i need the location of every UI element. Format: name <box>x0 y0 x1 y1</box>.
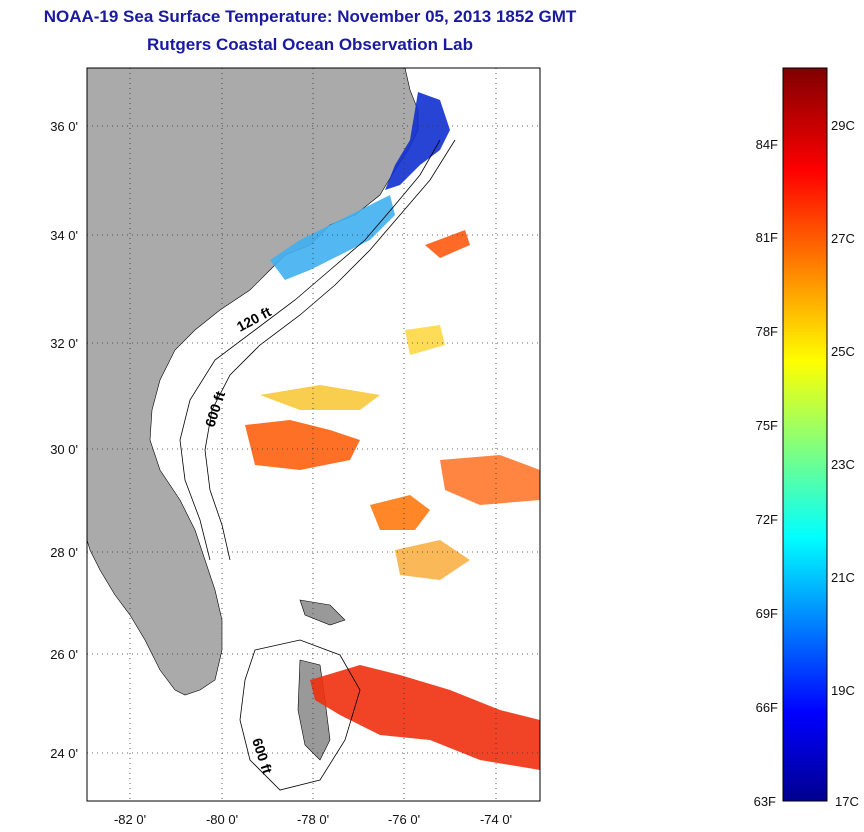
colorbar-label-f: 78F <box>756 324 778 339</box>
land-bahamas-north <box>299 599 346 626</box>
colorbar-label-c: 17C <box>835 794 859 809</box>
sst-warm-patch-2 <box>370 495 430 530</box>
lon-axis: -82 0' -80 0' -78 0' -76 0' -74 0' <box>114 812 512 827</box>
lon-tick: -80 0' <box>206 812 238 827</box>
lat-axis: 36 0' 34 0' 32 0' 30 0' 28 0' 26 0' 24 0… <box>50 119 78 761</box>
colorbar-label-f: 81F <box>756 230 778 245</box>
map-title: NOAA-19 Sea Surface Temperature: Novembe… <box>43 7 577 26</box>
grid <box>87 68 540 801</box>
lat-tick: 24 0' <box>50 746 78 761</box>
isobath-600ft <box>204 139 456 561</box>
colorbar-label-f: 69F <box>756 606 778 621</box>
lat-tick: 30 0' <box>50 442 78 457</box>
colorbar-label-c: 19C <box>831 683 855 698</box>
lon-tick: -76 0' <box>388 812 420 827</box>
lon-tick: -82 0' <box>114 812 146 827</box>
lat-tick: 34 0' <box>50 228 78 243</box>
sst-warm-patch-5 <box>425 230 470 258</box>
sst-cold-nc <box>385 92 450 190</box>
colorbar-label-c: 29C <box>831 118 855 133</box>
colorbar-label-c: 27C <box>831 231 855 246</box>
lat-tick: 28 0' <box>50 545 78 560</box>
isobath-bahamas <box>239 639 361 791</box>
isobath-120ft <box>179 139 441 561</box>
sst-warm-patch-1 <box>245 420 360 470</box>
colorbar-celsius-labels: 29C 27C 25C 23C 21C 19C 17C <box>831 118 859 809</box>
sst-mild-patch-1 <box>260 385 380 410</box>
lat-tick: 32 0' <box>50 336 78 351</box>
sst-warm-patch-3 <box>440 455 540 505</box>
sst-mild-patch-3 <box>405 325 445 355</box>
lat-tick: 26 0' <box>50 647 78 662</box>
colorbar-fahrenheit-labels: 84F 81F 78F 75F 72F 69F 66F 63F <box>754 137 778 809</box>
sst-cool-sc <box>270 195 395 280</box>
colorbar-label-f: 75F <box>756 418 778 433</box>
map-subtitle: Rutgers Coastal Ocean Observation Lab <box>147 35 473 54</box>
colorbar-label-c: 25C <box>831 344 855 359</box>
colorbar-label-f: 72F <box>756 512 778 527</box>
sst-warm-patch-4 <box>310 665 540 770</box>
colorbar-label-c: 23C <box>831 457 855 472</box>
sst-mild-patch-2 <box>395 540 470 580</box>
colorbar-label-c: 21C <box>831 570 855 585</box>
colorbar-label-f: 66F <box>756 700 778 715</box>
lon-tick: -78 0' <box>297 812 329 827</box>
colorbar-label-f: 63F <box>754 794 776 809</box>
colorbar <box>782 67 828 802</box>
lon-tick: -74 0' <box>480 812 512 827</box>
colorbar-label-f: 84F <box>756 137 778 152</box>
map-border <box>86 67 541 802</box>
lat-tick: 36 0' <box>50 119 78 134</box>
